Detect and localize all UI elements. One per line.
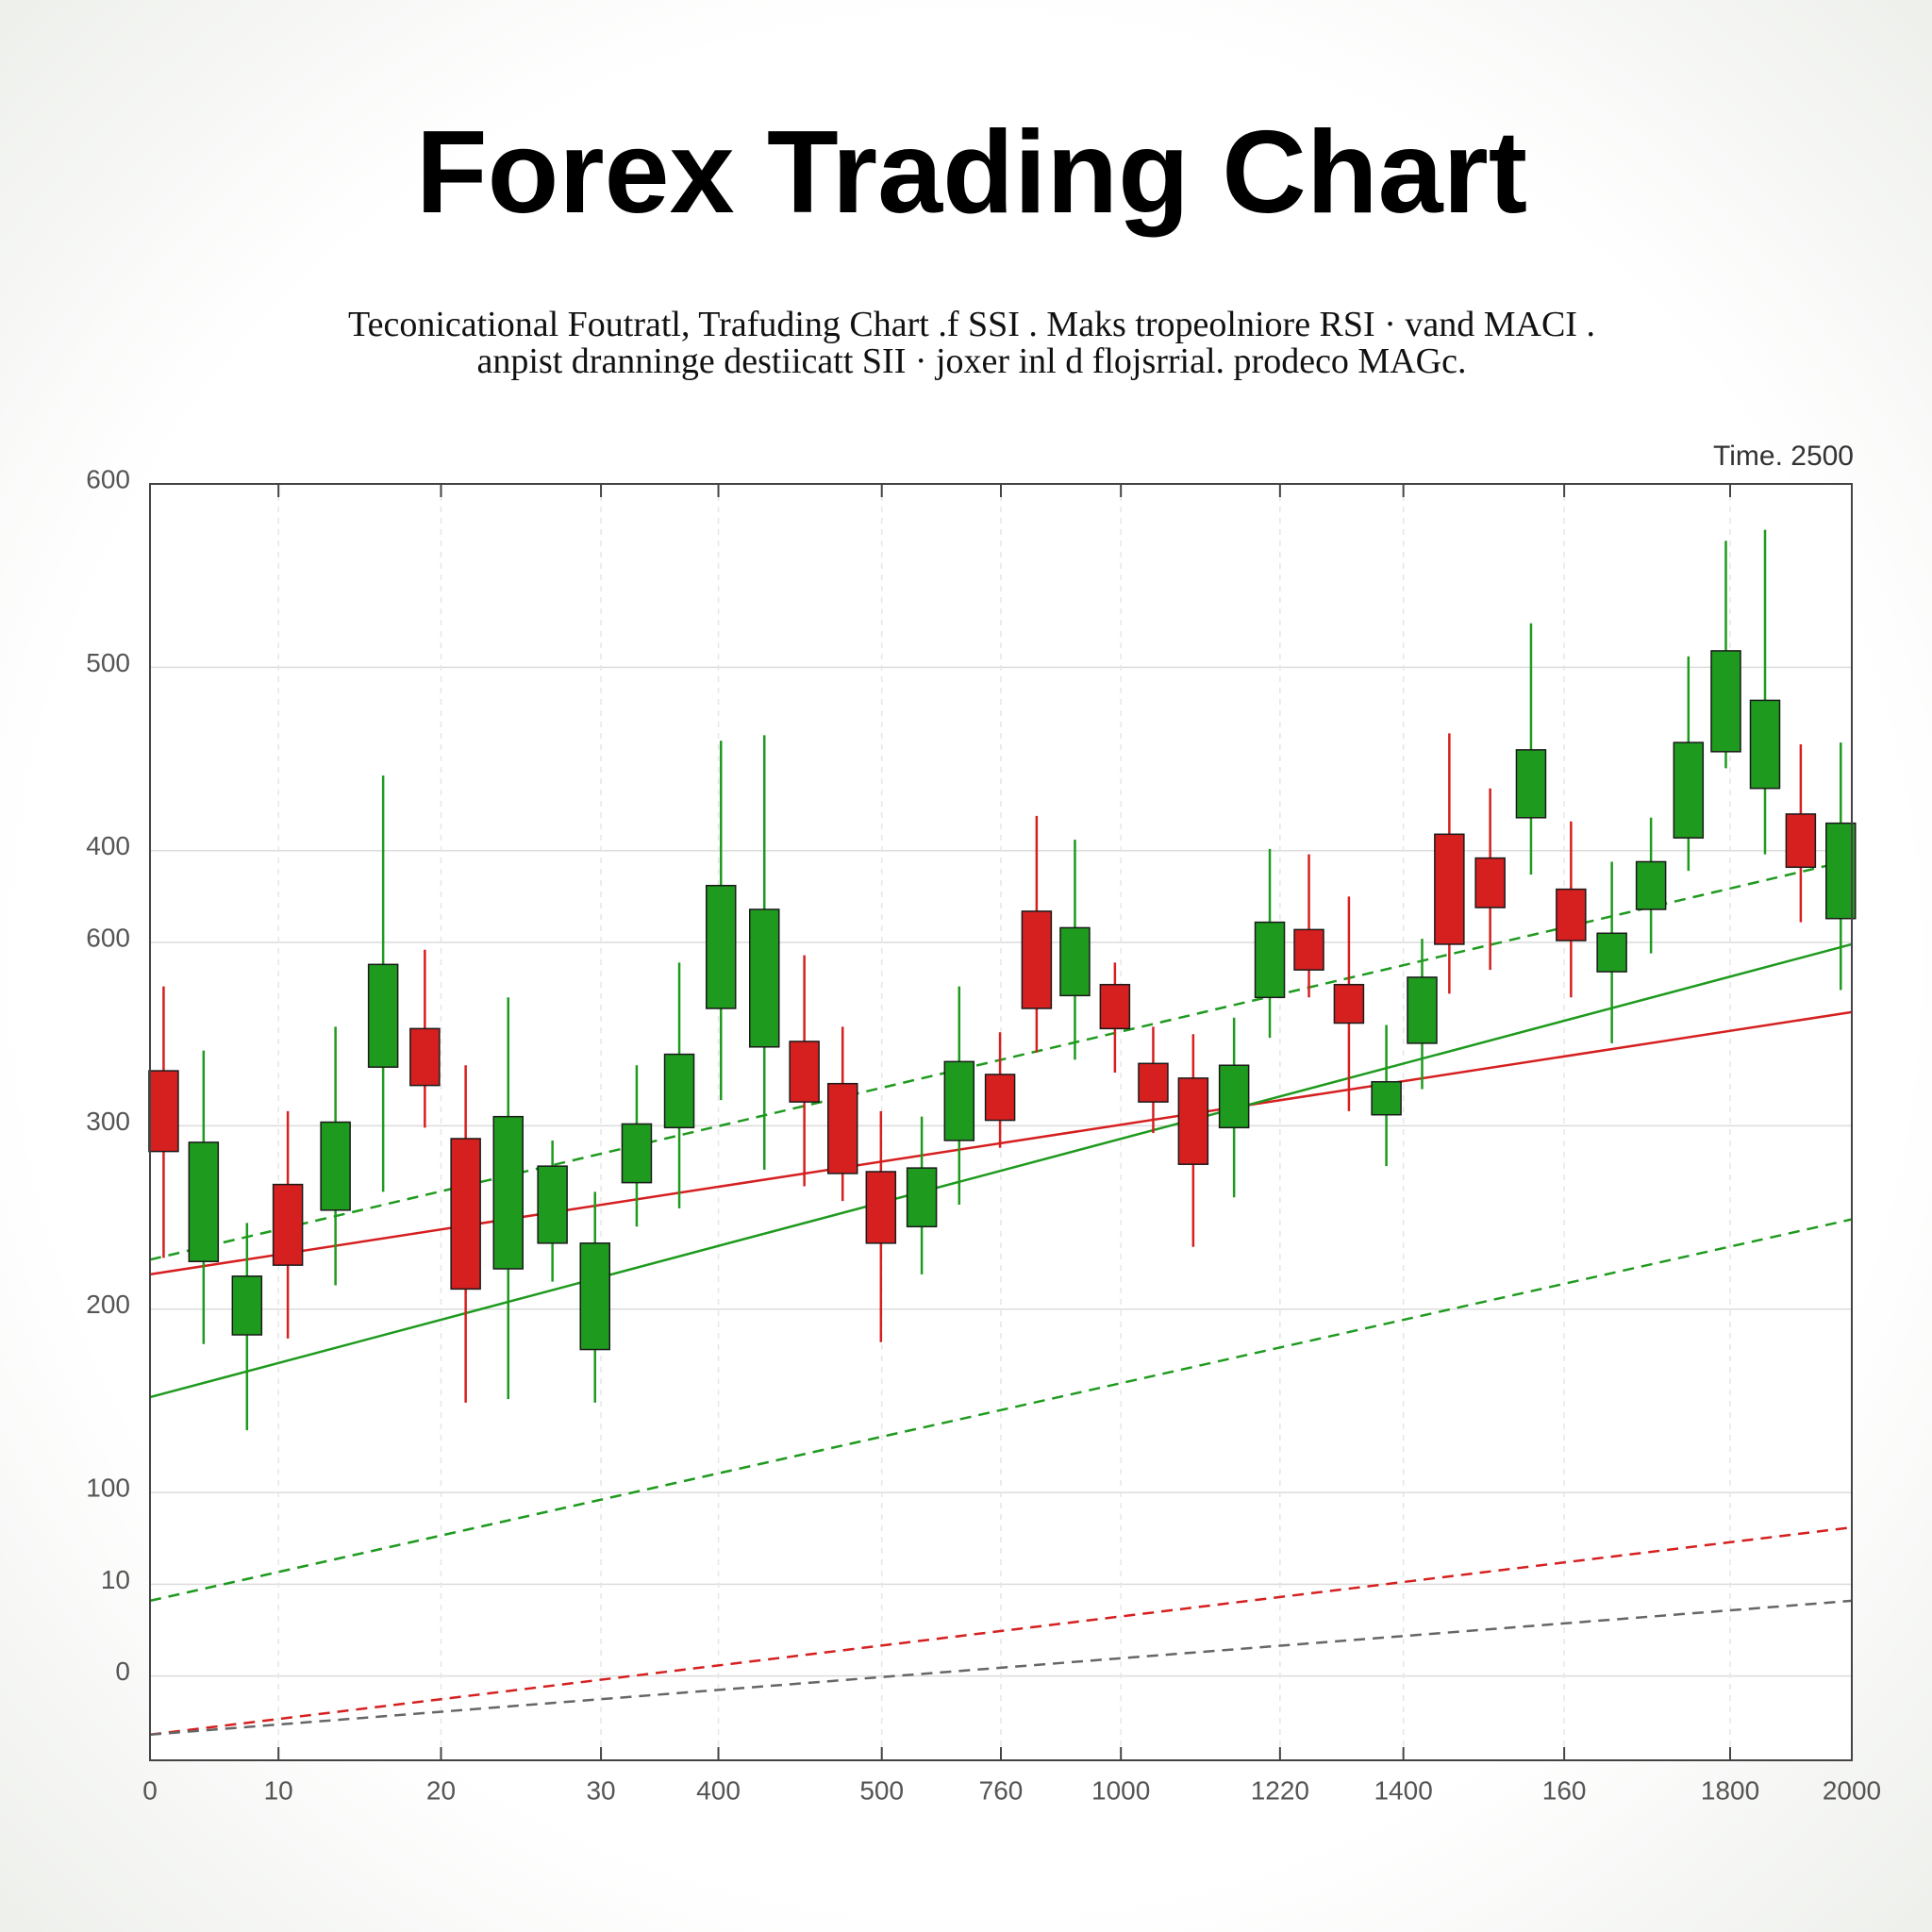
candle-body	[663, 1053, 695, 1129]
candle-body	[705, 884, 737, 1009]
x-tick-label: 1800	[1701, 1775, 1759, 1805]
y-tick-label: 200	[86, 1290, 130, 1319]
candle-body	[492, 1115, 524, 1270]
x-tick-label: 1000	[1091, 1775, 1150, 1805]
x-tick-label: 500	[859, 1775, 904, 1805]
candle-body	[1021, 910, 1053, 1009]
candle-body	[1177, 1077, 1209, 1165]
y-tick-label: 100	[86, 1474, 130, 1503]
candle-body	[1371, 1080, 1402, 1116]
candle-body	[1099, 983, 1131, 1030]
x-tick-label: 400	[696, 1775, 741, 1805]
candle-body	[984, 1074, 1016, 1122]
x-tick-label: 0	[142, 1775, 158, 1805]
x-tick-label: 760	[979, 1775, 1024, 1805]
candle-body	[367, 963, 399, 1068]
candle-body	[1515, 749, 1547, 819]
plot-frame	[149, 483, 1853, 1761]
subtitle-line: Teconicational Foutratl, Trafuding Chart…	[348, 305, 1595, 344]
candle-body	[1254, 921, 1286, 999]
trend-line	[149, 1525, 1853, 1737]
candle-body	[1474, 857, 1506, 908]
chart-title: Forex Trading Chart	[416, 108, 1527, 238]
x-tick-label: 10	[264, 1775, 293, 1805]
candle-body	[943, 1060, 975, 1141]
candle-body	[865, 1171, 897, 1244]
x-tick-label: 1400	[1374, 1775, 1432, 1805]
x-tick-label: 160	[1542, 1775, 1587, 1805]
candle-body	[148, 1070, 179, 1153]
candle-body	[1785, 813, 1817, 869]
candle-body	[272, 1183, 304, 1266]
annotation: Time. 2500	[1713, 441, 1854, 472]
x-tick-label: 20	[426, 1775, 456, 1805]
candle-body	[1825, 822, 1857, 920]
candle-body	[579, 1242, 610, 1351]
x-tick-label: 1220	[1251, 1775, 1309, 1805]
candle-body	[1293, 928, 1324, 971]
y-tick-label: 400	[86, 831, 130, 860]
y-tick-label: 10	[101, 1565, 130, 1594]
candle-body	[1596, 932, 1627, 973]
candle-body	[789, 1041, 820, 1103]
candle-body	[1333, 983, 1365, 1024]
trend-line	[149, 1599, 1853, 1737]
x-tick-label: 30	[586, 1775, 615, 1805]
candle-body	[748, 908, 780, 1048]
x-tick-label: 2000	[1823, 1775, 1881, 1805]
candle-body	[1635, 860, 1667, 910]
candle-body	[1218, 1064, 1250, 1129]
candle-body	[188, 1141, 220, 1262]
candle-body	[1407, 976, 1438, 1044]
candle-body	[1673, 741, 1705, 839]
candle-body	[537, 1165, 568, 1244]
candle-body	[1434, 833, 1465, 945]
candle-body	[621, 1123, 653, 1184]
candle-body	[1556, 888, 1587, 941]
y-tick-label: 0	[115, 1657, 130, 1686]
subtitle-line: anpist dranninge destiicatt SII · joxer …	[477, 341, 1467, 381]
candle-body	[320, 1121, 351, 1211]
candle-body	[1749, 699, 1781, 790]
candle-body	[1710, 650, 1741, 753]
y-tick-label: 600	[86, 464, 130, 493]
y-tick-label: 300	[86, 1107, 130, 1136]
candle-body	[1059, 926, 1091, 997]
candle-body	[826, 1082, 858, 1174]
y-tick-label: 600	[86, 923, 130, 952]
candle-body	[450, 1138, 481, 1291]
candle-body	[1138, 1062, 1169, 1103]
candle-body	[906, 1167, 938, 1228]
y-tick-label: 500	[86, 648, 130, 677]
trend-line	[149, 1218, 1853, 1603]
candle-body	[231, 1275, 263, 1336]
trend-line	[149, 942, 1853, 1399]
candle-body	[409, 1027, 441, 1087]
